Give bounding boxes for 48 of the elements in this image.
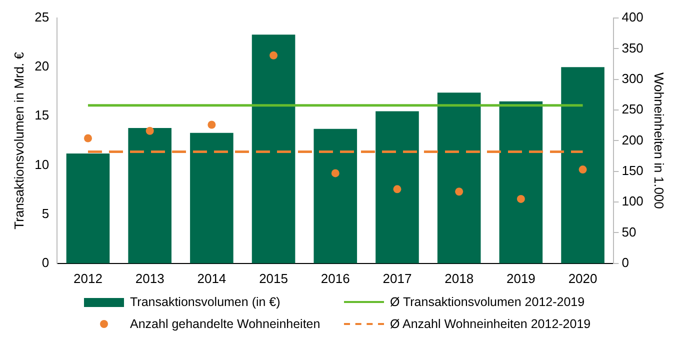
bar: [376, 111, 419, 264]
bar: [128, 128, 172, 264]
legend-label: Transaktionsvolumen (in €): [130, 295, 280, 309]
x-tick-label: 2014: [197, 270, 226, 286]
bar: [66, 153, 110, 264]
x-tick-label: 2012: [74, 270, 102, 286]
x-tick-label: 2013: [135, 270, 164, 286]
y2-tick-label: 50: [622, 224, 636, 240]
y2-axis-title: Wohneinheiten in 1.000: [652, 72, 667, 209]
point: [578, 166, 587, 174]
y-tick-label: 0: [42, 254, 50, 270]
x-tick-label: 2020: [568, 270, 598, 286]
x-tick-label: 2015: [259, 270, 288, 286]
bar: [252, 34, 296, 264]
y-tick-label: 10: [34, 156, 50, 172]
bar: [499, 101, 543, 264]
point: [331, 169, 340, 178]
legend-label: Anzahl gehandelte Wohneinheiten: [130, 317, 320, 331]
point: [516, 194, 525, 203]
y2-tick-label: 300: [622, 70, 644, 86]
point: [455, 188, 464, 196]
point: [84, 134, 92, 142]
bar: [190, 132, 234, 264]
y2-tick-label: 200: [622, 132, 644, 148]
y2-tick-label: 100: [622, 194, 644, 209]
x-tick-label: 2018: [444, 270, 474, 286]
legend-label: Ø Anzahl Wohneinheiten 2012-2019: [390, 317, 591, 331]
y-tick-label: 25: [34, 10, 50, 25]
point: [208, 120, 216, 129]
y-tick-label: 20: [34, 58, 50, 74]
bar: [314, 128, 358, 264]
point: [270, 51, 278, 60]
x-tick-label: 2016: [320, 270, 350, 286]
y-axis-title: Transaktionsvolumen in Mrd. €: [11, 51, 26, 230]
point: [393, 185, 402, 194]
y2-tick-label: 400: [622, 10, 644, 25]
y2-tick-label: 150: [622, 162, 644, 178]
y2-tick-label: 350: [622, 40, 644, 56]
y-tick-label: 5: [42, 206, 50, 221]
point: [146, 126, 154, 135]
x-tick-label: 2019: [506, 270, 536, 286]
y2-tick-label: 250: [622, 102, 644, 117]
x-tick-label: 2017: [382, 270, 412, 286]
y2-tick-label: 0: [622, 254, 629, 270]
legend-label: Ø Transaktionsvolumen 2012-2019: [390, 295, 585, 309]
bar: [437, 92, 481, 264]
y-tick-label: 15: [34, 108, 50, 123]
bar: [561, 67, 604, 264]
